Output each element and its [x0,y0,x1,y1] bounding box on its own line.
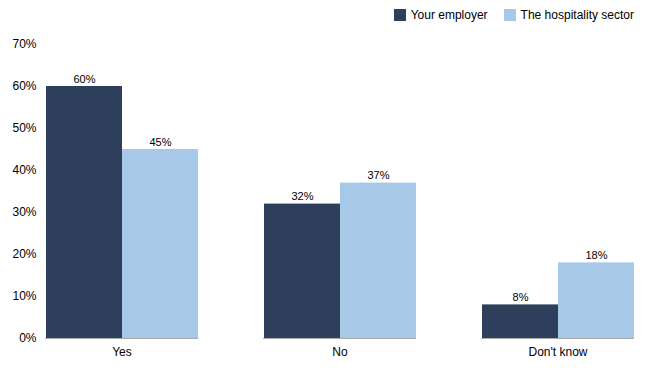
svg-text:Yes: Yes [112,345,132,359]
svg-text:32%: 32% [291,190,313,202]
svg-text:Don't know: Don't know [529,345,588,359]
svg-text:No: No [332,345,348,359]
svg-text:18%: 18% [585,249,607,261]
svg-text:40%: 40% [12,163,36,177]
svg-text:60%: 60% [12,79,36,93]
svg-text:60%: 60% [73,73,95,85]
html-text:The hospitality sector: The hospitality sector [520,8,634,22]
svg-text:10%: 10% [12,289,36,303]
svg-text:37%: 37% [367,169,389,181]
svg-text:0%: 0% [19,331,37,345]
svg-text:50%: 50% [12,121,36,135]
html-text:Your employer: Your employer [410,8,488,22]
svg-text:30%: 30% [12,205,36,219]
svg-text:8%: 8% [513,291,529,303]
svg-text:45%: 45% [149,136,171,148]
svg-text:70%: 70% [12,37,36,51]
svg-text:20%: 20% [12,247,36,261]
